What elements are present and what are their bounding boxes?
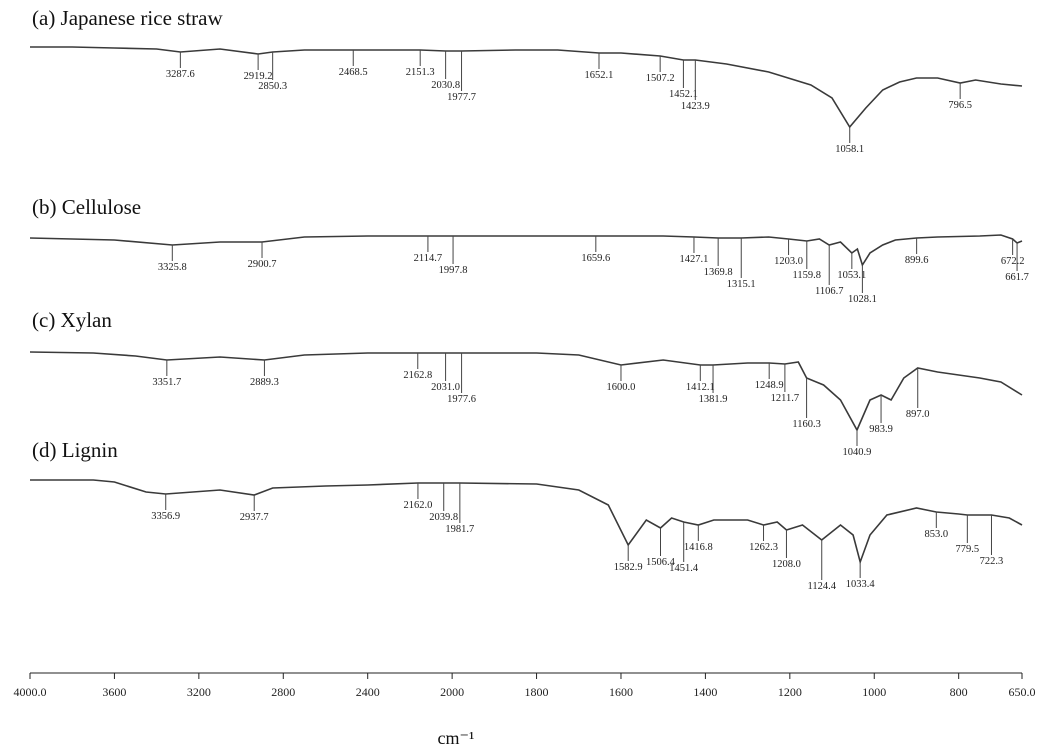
panel-title: (c) Xylan [32,308,112,332]
peak-label: 1053.1 [837,270,866,281]
peak-label: 779.5 [956,544,980,555]
peak-label: 2468.5 [339,67,368,78]
peak-label: 1211.7 [771,393,800,404]
x-tick-label: 2000 [440,685,464,699]
peak-label: 2919.2 [244,71,273,82]
peak-label: 2151.3 [406,67,435,78]
peak-label: 1507.2 [646,73,675,84]
peak-label: 1369.8 [704,267,733,278]
peak-label: 897.0 [906,409,930,420]
peak-label: 1208.0 [772,559,801,570]
peak-label: 1981.7 [445,524,474,535]
peak-label: 3287.6 [166,69,195,80]
x-tick-label: 1600 [609,685,633,699]
peak-label: 1600.0 [607,382,636,393]
peak-label: 1028.1 [848,294,877,305]
x-tick-label: 650.0 [1009,685,1036,699]
peak-label: 2162.8 [403,370,432,381]
peak-label: 1160.3 [792,419,821,430]
peak-label: 1451.4 [669,563,699,574]
x-tick-label: 1800 [525,685,549,699]
peak-label: 853.0 [924,529,948,540]
peak-label: 1040.9 [843,447,872,458]
peak-label: 1124.4 [807,581,836,592]
peak-label: 2937.7 [240,512,269,523]
peak-label: 1977.7 [447,92,476,103]
x-tick-label: 1400 [693,685,717,699]
peak-label: 1159.8 [793,270,822,281]
x-tick-label: 3600 [102,685,126,699]
peak-label: 1058.1 [835,144,864,155]
peak-label: 3356.9 [151,511,180,522]
peak-label: 899.6 [905,255,929,266]
peak-label: 1381.9 [699,394,728,405]
peak-label: 672.2 [1001,256,1025,267]
peak-label: 1315.1 [727,279,756,290]
peak-label: 796.5 [948,100,972,111]
peak-label: 1262.3 [749,542,778,553]
peak-label: 1452.1 [669,89,698,100]
peak-label: 2031.0 [431,382,460,393]
peak-label: 1416.8 [684,542,713,553]
spectrum [29,234,1023,267]
peak-label: 1582.9 [614,562,643,573]
x-tick-label: 1000 [862,685,886,699]
panel-title: (d) Lignin [32,438,118,462]
peak-label: 2030.8 [431,80,460,91]
peak-label: 1106.7 [815,286,844,297]
peak-label: 1427.1 [680,254,709,265]
peak-label: 1659.6 [581,253,610,264]
peak-label: 1248.9 [755,380,784,391]
x-tick-label: 3200 [187,685,211,699]
peak-label: 2162.0 [403,500,432,511]
x-axis-label: cm⁻¹ [438,728,475,748]
peak-label: 722.3 [980,556,1004,567]
peak-label: 1423.9 [681,101,710,112]
peak-label: 1203.0 [774,256,803,267]
peak-label: 661.7 [1005,272,1029,283]
x-tick-label: 1200 [778,685,802,699]
x-tick-label: 2400 [356,685,380,699]
x-tick-label: 4000.0 [14,685,47,699]
peak-label: 2889.3 [250,377,279,388]
x-tick-label: 800 [950,685,968,699]
peak-label: 3351.7 [152,377,181,388]
peak-label: 2850.3 [258,81,287,92]
peak-label: 983.9 [869,424,893,435]
spectrum [30,46,1023,129]
peak-label: 3325.8 [158,262,187,273]
peak-label: 1412.1 [686,382,715,393]
peak-label: 2039.8 [429,512,458,523]
panel-title: (a) Japanese rice straw [32,6,223,30]
peak-label: 1506.4 [646,557,676,568]
peak-label: 1033.4 [846,579,876,590]
x-tick-label: 2800 [271,685,295,699]
peak-label: 1652.1 [585,70,614,81]
peak-label: 2900.7 [248,259,277,270]
peak-label: 1997.8 [439,265,468,276]
peak-label: 1977.6 [447,394,476,405]
spectrum [29,351,1023,432]
panel-title: (b) Cellulose [32,195,141,219]
peak-label: 2114.7 [414,253,443,264]
